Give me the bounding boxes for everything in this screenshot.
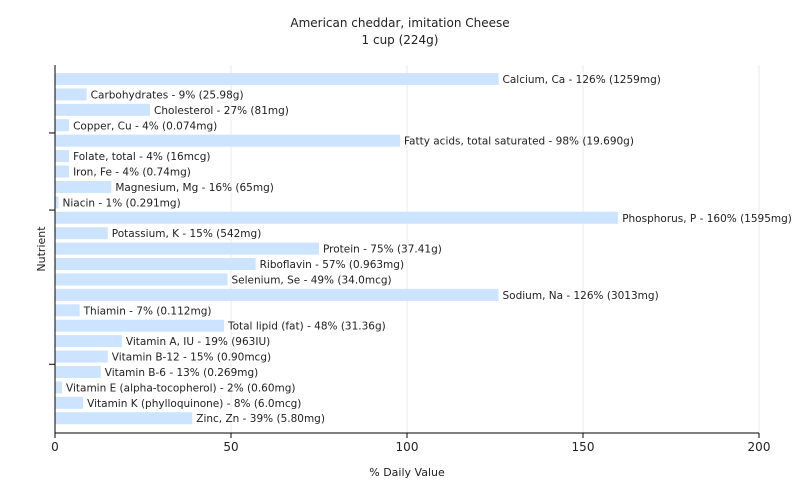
bar [55, 227, 108, 240]
y-axis-title: Nutrient [35, 226, 48, 272]
bar [55, 88, 87, 101]
bar [55, 258, 256, 271]
bar-label: Fatty acids, total saturated - 98% (19.6… [404, 136, 634, 148]
bar [55, 288, 499, 301]
bar-label: Carbohydrates - 9% (25.98g) [91, 89, 244, 101]
bar [55, 134, 400, 147]
bar-label: Thiamin - 7% (0.112mg) [83, 305, 212, 317]
bar-label: Potassium, K - 15% (542mg) [112, 228, 262, 240]
bar-label: Sodium, Na - 126% (3013mg) [503, 290, 659, 302]
bar-label: Riboflavin - 57% (0.963mg) [260, 259, 404, 271]
x-tick-label: 150 [572, 440, 595, 454]
x-tick-label: 100 [396, 440, 419, 454]
bar [55, 396, 84, 409]
bar [55, 335, 122, 348]
x-tick-label: 0 [51, 440, 59, 454]
x-tick-label: 50 [223, 440, 238, 454]
bar [55, 365, 101, 378]
bar [55, 165, 70, 178]
bar-label: Protein - 75% (37.41g) [323, 244, 442, 256]
bar [55, 350, 108, 363]
bar [55, 242, 319, 255]
bar-labels: Calcium, Ca - 126% (1259mg) Carbohydrates… [63, 74, 792, 425]
bar-label: Niacin - 1% (0.291mg) [63, 197, 181, 209]
bar-label: Vitamin B-6 - 13% (0.269mg) [105, 367, 259, 379]
bar [55, 381, 63, 394]
bar-label: Calcium, Ca - 126% (1259mg) [503, 74, 661, 86]
chart-subtitle: 1 cup (224g) [361, 33, 439, 47]
bar [55, 319, 224, 332]
bar-label: Vitamin B-12 - 15% (0.90mcg) [112, 352, 271, 364]
bar-label: Phosphorus, P - 160% (1595mg) [622, 213, 792, 225]
bar-label: Vitamin E (alpha-tocopherol) - 2% (0.60m… [66, 382, 296, 394]
chart-title: American cheddar, imitation Cheese [290, 16, 510, 30]
bar [55, 119, 70, 132]
bar-label: Vitamin A, IU - 19% (963IU) [126, 336, 270, 348]
bars [55, 73, 619, 425]
bar [55, 273, 228, 286]
bar-label: Magnesium, Mg - 16% (65mg) [115, 182, 274, 194]
x-tick-label: 200 [748, 440, 771, 454]
bar [55, 150, 70, 163]
x-axis-title: % Daily Value [369, 466, 445, 479]
bar [55, 180, 112, 193]
bar-label: Iron, Fe - 4% (0.74mg) [73, 167, 191, 179]
axes: 0 50 100 150 200 % Daily Value Nutrient [35, 65, 770, 479]
bar [55, 73, 499, 85]
bar [55, 196, 59, 209]
bar [55, 211, 619, 224]
bar-label: Total lipid (fat) - 48% (31.36g) [227, 321, 386, 333]
bar-label: Zinc, Zn - 39% (5.80mg) [196, 413, 325, 425]
bar [55, 304, 80, 317]
bar-label: Copper, Cu - 4% (0.074mg) [73, 120, 217, 132]
bar [55, 412, 193, 425]
bar [55, 103, 151, 116]
bar-label: Selenium, Se - 49% (34.0mcg) [231, 274, 391, 286]
bar-label: Cholesterol - 27% (81mg) [154, 105, 289, 117]
bar-label: Vitamin K (phylloquinone) - 8% (6.0mcg) [87, 398, 301, 410]
bar-label: Folate, total - 4% (16mcg) [73, 151, 210, 163]
